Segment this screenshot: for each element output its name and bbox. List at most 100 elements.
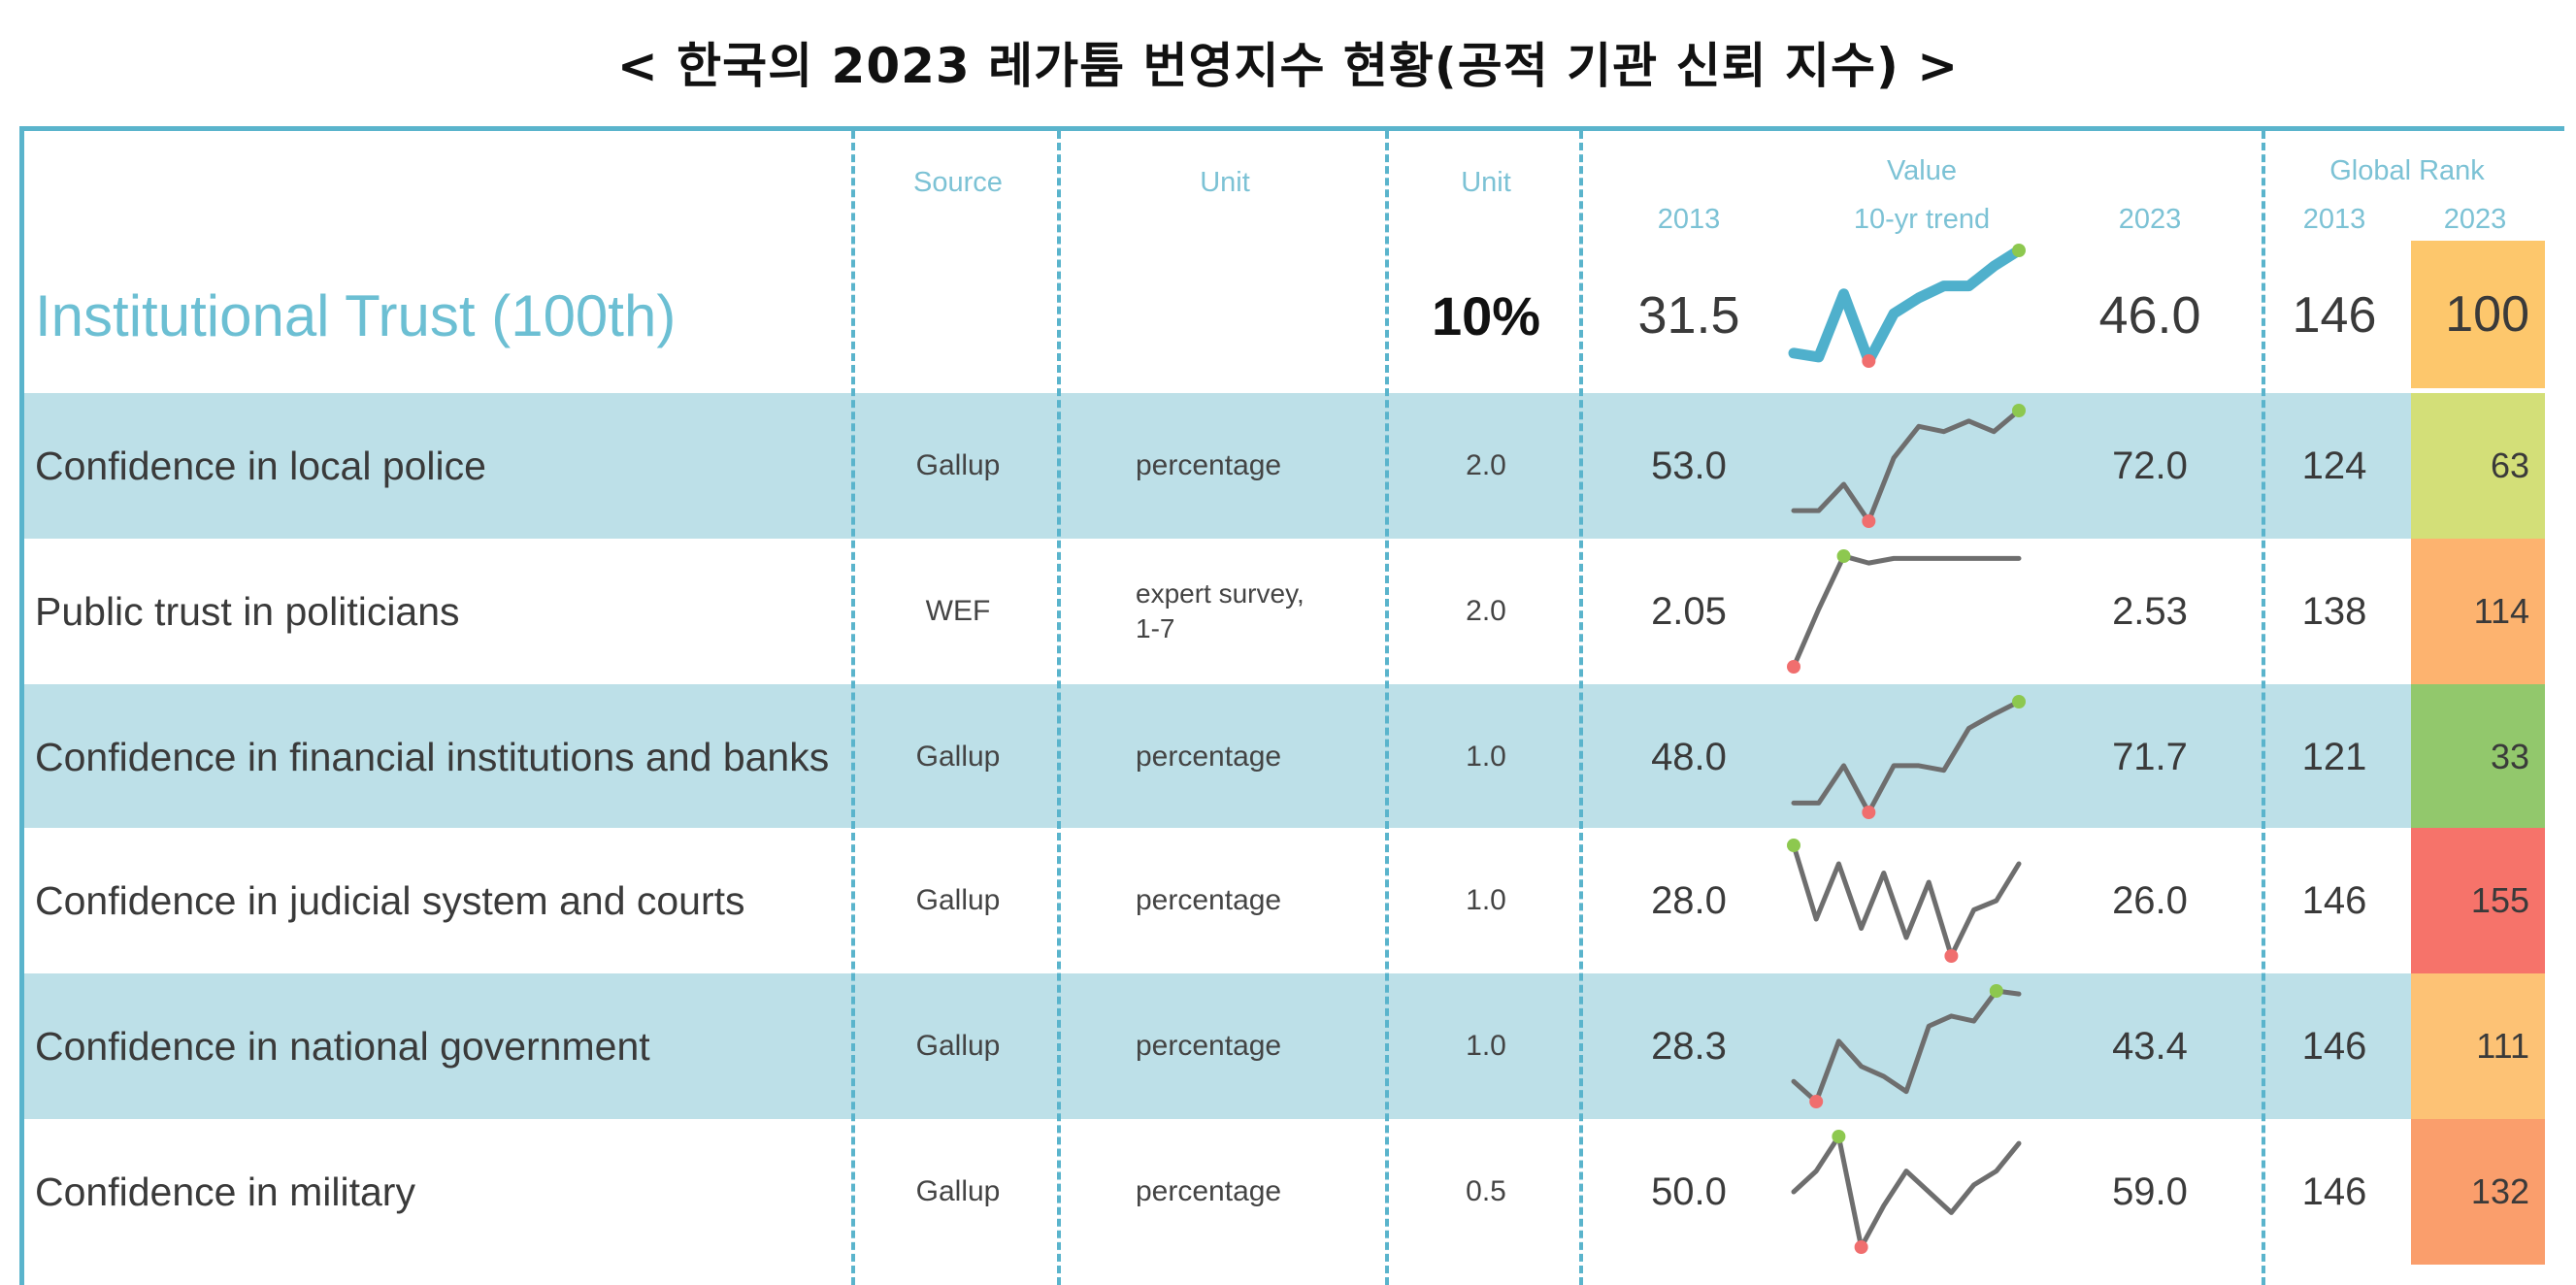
trend-max-marker	[1832, 1130, 1846, 1143]
trend-line	[1791, 699, 2022, 815]
indicator-label: Public trust in politicians	[35, 588, 460, 634]
indicator-label: Confidence in national government	[35, 1023, 650, 1069]
weight-cell: 1.0	[1466, 741, 1506, 773]
main-value-2013: 31.5	[1637, 286, 1740, 345]
trend-max-marker	[2012, 695, 2026, 708]
unit-text: expert survey, 1-7	[1136, 577, 1305, 646]
trend-max-marker	[1836, 549, 1851, 563]
rank-2013-cell: 124	[2301, 444, 2367, 487]
rank-2013-cell: 121	[2301, 735, 2367, 778]
column-divider	[851, 131, 855, 1285]
indicator-label: Confidence in local police	[35, 443, 486, 488]
value-2013-cell: 50.0	[1651, 1170, 1727, 1213]
header-rank-2013: 2013	[2302, 204, 2366, 235]
rank-2013-cell: 138	[2301, 589, 2367, 633]
trend-max-marker	[2012, 404, 2026, 417]
trend-min-marker	[1854, 1240, 1868, 1254]
rank-2023-cell: 63	[2411, 393, 2545, 539]
value-2023-cell: 2.53	[2112, 589, 2188, 633]
rank-2023-value: 111	[2476, 1026, 2529, 1066]
header-value: Value	[1886, 155, 1958, 186]
trend-min-marker	[1944, 949, 1959, 963]
trend-sparkline	[1791, 984, 2022, 1108]
row-band-3	[24, 684, 2412, 828]
header-trend: 10-yr trend	[1853, 204, 1991, 235]
source-cell: Gallup	[915, 741, 1001, 773]
rank-2023-cell-main: 100	[2411, 241, 2545, 388]
header-rank-2023: 2023	[2443, 204, 2507, 235]
unit-cell: percentage	[1136, 741, 1282, 773]
column-divider	[1579, 131, 1583, 1285]
rank-2023-value: 114	[2473, 591, 2529, 631]
unit-cell: percentage	[1136, 1030, 1282, 1062]
table-frame	[19, 126, 2564, 1285]
rank-2013-cell: 146	[2301, 1024, 2367, 1068]
source-cell: Gallup	[915, 1175, 1001, 1207]
source-cell: Gallup	[915, 1030, 1001, 1062]
rank-2023-value: 155	[2470, 880, 2529, 920]
unit-cell: percentage	[1136, 1175, 1282, 1207]
header-unit: Unit	[1200, 167, 1250, 198]
trend-sparkline	[1791, 1130, 2022, 1254]
value-2023-cell: 72.0	[2112, 444, 2188, 487]
trend-line	[1791, 988, 2022, 1104]
unit-cell: percentage	[1136, 449, 1282, 481]
rank-2023-main: 100	[2445, 286, 2529, 343]
value-2013-cell: 48.0	[1651, 735, 1727, 778]
rank-2023-cell: 111	[2411, 973, 2545, 1119]
trend-min-marker	[1862, 806, 1876, 819]
header-source: Source	[913, 167, 1003, 198]
value-2013-cell: 28.0	[1651, 878, 1727, 922]
trend-line	[1791, 553, 2022, 670]
column-divider	[1057, 131, 1061, 1285]
weight-cell: 2.0	[1466, 595, 1506, 627]
weight-cell: 0.5	[1466, 1175, 1506, 1207]
rank-2023-value: 33	[2490, 737, 2529, 776]
trend-line	[1788, 245, 2025, 367]
trend-min-marker	[1862, 514, 1876, 528]
trend-sparkline	[1791, 695, 2026, 819]
indicator-label: Confidence in judicial system and courts	[35, 877, 745, 923]
trend-line	[1791, 408, 2022, 524]
rank-2023-value: 132	[2470, 1171, 2529, 1211]
main-rank-2013: 146	[2292, 287, 2377, 344]
column-divider	[1385, 131, 1389, 1285]
column-divider	[2262, 131, 2265, 1285]
unit-cell: percentage	[1136, 884, 1282, 916]
rank-2023-cell: 33	[2411, 684, 2545, 830]
trend-max-marker	[1989, 984, 2003, 998]
main-indicator-label: Institutional Trust (100th)	[35, 282, 677, 348]
rank-2023-value: 63	[2490, 445, 2529, 485]
header-value-2023: 2023	[2118, 204, 2182, 235]
main-weight: 10%	[1431, 284, 1541, 346]
unit-cell: expert survey, 1-7	[1136, 539, 1305, 684]
rank-2023-cell: 132	[2411, 1119, 2545, 1265]
main-trend-sparkline	[1788, 244, 2026, 368]
rank-2013-cell: 146	[2301, 1170, 2367, 1213]
rank-2023-cell: 114	[2411, 539, 2545, 684]
trend-min-marker	[1862, 354, 1876, 368]
value-2023-cell: 71.7	[2112, 735, 2188, 778]
source-cell: WEF	[925, 595, 991, 627]
trend-sparkline	[1791, 404, 2026, 528]
source-cell: Gallup	[915, 884, 1001, 916]
trend-line	[1791, 1134, 2022, 1250]
weight-cell: 2.0	[1466, 449, 1506, 481]
trend-line	[1791, 842, 2022, 959]
trend-sparkline	[1787, 839, 2022, 963]
source-cell: Gallup	[915, 449, 1001, 481]
value-2023-cell: 26.0	[2112, 878, 2188, 922]
row-band-5	[24, 973, 2412, 1119]
header-global-rank: Global Rank	[2329, 155, 2485, 186]
trend-min-marker	[1787, 660, 1800, 674]
weight-cell: 1.0	[1466, 884, 1506, 916]
trend-sparkline	[1787, 549, 2022, 674]
unit-line: expert survey,	[1136, 578, 1305, 609]
trend-max-marker	[1787, 839, 1800, 852]
indicator-label: Confidence in military	[35, 1169, 415, 1214]
value-2013-cell: 28.3	[1651, 1024, 1727, 1068]
weight-cell: 1.0	[1466, 1030, 1506, 1062]
value-2023-cell: 59.0	[2112, 1170, 2188, 1213]
indicator-label: Confidence in financial institutions and…	[35, 734, 830, 779]
rank-2023-cell: 155	[2411, 828, 2545, 973]
